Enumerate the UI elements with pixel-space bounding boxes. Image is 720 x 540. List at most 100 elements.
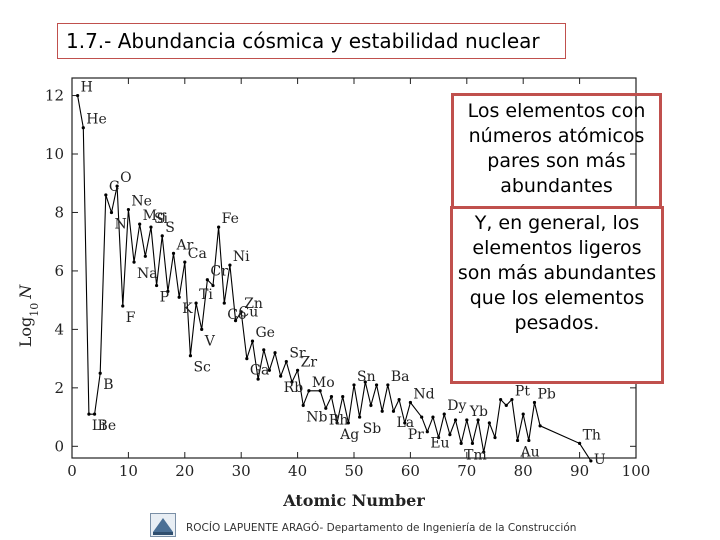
element-label-he: He	[86, 112, 107, 128]
data-point	[284, 359, 288, 364]
element-label-co: Co	[227, 307, 246, 323]
data-point	[515, 438, 520, 443]
element-label-pb: Pb	[537, 386, 555, 402]
data-point	[222, 301, 226, 305]
element-label-k: K	[182, 301, 193, 317]
data-point	[87, 412, 91, 416]
y-tick-label: 4	[54, 320, 64, 338]
element-label-f: F	[126, 310, 136, 326]
element-label-o: O	[120, 170, 131, 186]
data-point	[267, 368, 271, 372]
data-point	[448, 433, 452, 437]
y-tick-label: 12	[45, 87, 64, 105]
data-point	[273, 351, 277, 355]
data-point	[527, 438, 531, 443]
data-point	[211, 283, 215, 288]
data-point	[245, 357, 249, 361]
data-point	[262, 348, 266, 352]
element-label-ca: Ca	[188, 246, 207, 262]
data-point	[205, 278, 209, 282]
data-point	[538, 424, 542, 428]
data-point	[279, 374, 283, 378]
element-label-zn: Zn	[244, 296, 263, 312]
data-point	[453, 418, 458, 422]
data-point	[363, 380, 367, 384]
element-label-th: Th	[583, 427, 601, 443]
data-point	[482, 450, 486, 454]
element-label-rb: Rb	[284, 380, 304, 396]
x-tick-label: 70	[457, 462, 476, 480]
element-label-dy: Dy	[447, 398, 466, 414]
element-label-pt: Pt	[515, 384, 530, 400]
data-point	[589, 459, 593, 463]
element-label-cr: Cr	[210, 264, 228, 280]
data-point	[459, 441, 463, 445]
element-label-rh: Rh	[329, 412, 349, 428]
element-label-zr: Zr	[301, 354, 318, 370]
data-point	[239, 310, 243, 314]
x-tick-label: 10	[119, 462, 138, 480]
data-point	[228, 263, 232, 267]
data-point	[578, 441, 582, 445]
element-label-c: C	[109, 179, 120, 195]
data-point	[369, 403, 373, 407]
element-label-mg: Mg	[143, 208, 166, 224]
data-point	[132, 260, 136, 264]
x-tick-label: 60	[401, 462, 420, 480]
y-tick-label: 8	[54, 203, 64, 221]
x-axis-label: Atomic Number	[282, 491, 425, 510]
element-label-si: Si	[154, 211, 169, 227]
element-label-ag: Ag	[339, 427, 359, 443]
element-label-ti: Ti	[199, 287, 213, 303]
data-point	[391, 409, 396, 413]
element-label-ne: Ne	[131, 194, 152, 210]
element-label-sn: Sn	[357, 369, 376, 385]
data-point	[98, 371, 102, 375]
element-label-tm: Tm	[464, 447, 487, 463]
data-point	[104, 193, 108, 197]
data-point	[470, 441, 475, 445]
data-point	[408, 400, 412, 405]
element-label-n: N	[114, 216, 126, 232]
data-point	[109, 210, 114, 215]
data-point	[126, 207, 130, 212]
data-point	[188, 354, 193, 358]
axis-ticks: 0 10 20 30 40 50 60 70 80 90 100 0 2 4 6 8 10 12	[45, 78, 650, 480]
element-label-ga: Ga	[250, 363, 270, 379]
data-point	[177, 295, 181, 299]
data-point	[233, 319, 238, 323]
data-point	[521, 412, 525, 416]
data-point	[442, 412, 446, 416]
x-tick-label: 90	[570, 462, 589, 480]
x-tick-label: 100	[622, 462, 651, 480]
data-point	[510, 397, 514, 402]
element-label-sc: Sc	[193, 360, 211, 376]
data-point	[487, 421, 491, 425]
element-label-nb: Nb	[306, 409, 327, 425]
data-point	[493, 435, 497, 440]
element-label-cu: Cu	[239, 305, 259, 321]
data-point	[194, 301, 198, 305]
x-tick-label: 0	[67, 462, 77, 480]
data-point	[92, 412, 97, 416]
university-logo-icon	[150, 513, 176, 537]
element-label-ni: Ni	[233, 249, 250, 265]
element-label-yb: Yb	[469, 404, 488, 420]
data-point	[155, 283, 159, 288]
data-point	[171, 251, 176, 255]
y-tick-label: 2	[54, 379, 64, 397]
data-point	[318, 389, 322, 393]
x-tick-label: 80	[514, 462, 533, 480]
data-point	[335, 421, 339, 425]
element-label-sr: Sr	[289, 346, 306, 362]
slide-title: 1.7.- Abundancia cósmica y estabilidad n…	[57, 23, 566, 59]
element-label-la: La	[396, 415, 414, 431]
element-label-na: Na	[137, 266, 158, 282]
element-label-u: U	[594, 452, 606, 468]
element-label-h: H	[81, 80, 93, 96]
y-tick-label: 10	[45, 145, 64, 163]
data-point	[296, 368, 300, 372]
data-point	[465, 418, 469, 422]
element-label-nd: Nd	[413, 386, 434, 402]
callout-even-numbers: Los elementos con números atómicos pares…	[451, 93, 662, 243]
